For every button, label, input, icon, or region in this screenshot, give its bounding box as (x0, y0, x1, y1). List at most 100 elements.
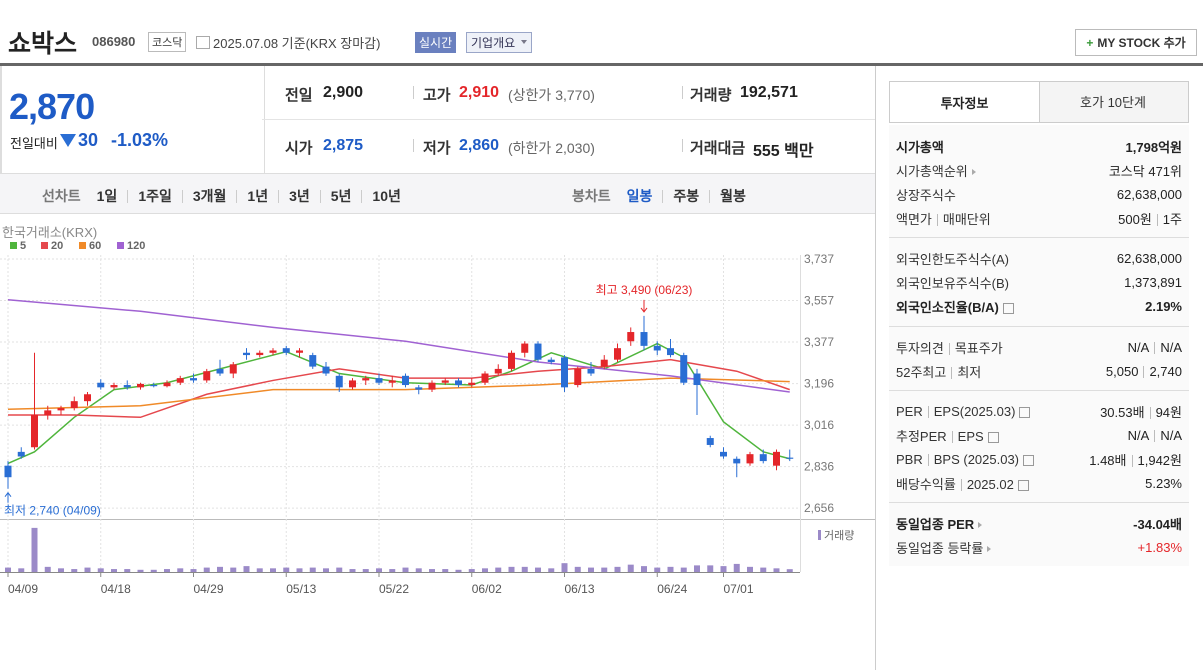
info-label: 시가총액순위 (896, 161, 976, 180)
volume-bar (786, 569, 793, 572)
value-part: 500원 (1118, 211, 1152, 227)
volume-bar (535, 567, 541, 572)
candle-body (481, 373, 489, 383)
stock-chart: 한국거래소(KRX)5 20 60 120 3,737 3,557 3,377 3,196 3,… (0, 225, 875, 596)
period-tab[interactable]: 월봉 (709, 189, 756, 203)
info-label: 배당수익률 2025.02 (896, 474, 1029, 493)
candle-body (614, 348, 621, 360)
period-tab[interactable]: 5년 (319, 189, 362, 203)
change-value: 30 (78, 130, 99, 150)
company-info-label: 기업개요 (471, 36, 516, 50)
info-value: N/A N/A (1128, 428, 1182, 443)
realtime-button[interactable]: 실시간 (415, 32, 457, 53)
label-part: 목표주가 (954, 340, 1003, 356)
candle-body (627, 332, 635, 342)
volume-label: 거래량 (824, 529, 854, 542)
info-row: 52주최고 최저 5,050 2,740 (896, 360, 1182, 382)
period-tab[interactable]: 1일 (96, 187, 118, 204)
help-icon[interactable] (987, 431, 999, 443)
candle-body (494, 368, 502, 374)
volume-bar (588, 567, 594, 572)
help-icon[interactable] (1002, 302, 1014, 314)
line-chart-tabs: 선차트 1일 1주일 3개월 1년 3년 5년 10년 (42, 186, 411, 206)
period-tab[interactable]: 10년 (361, 189, 410, 203)
period-tab[interactable]: 1주일 (127, 189, 182, 203)
period-tab[interactable]: 1년 (236, 189, 278, 203)
candle-body (508, 352, 515, 369)
info-value: 1.48배 1,942원 (1089, 450, 1182, 469)
info-label: 외국인보유주식수(B) (896, 273, 1009, 292)
summary-value: 2,900 (323, 84, 364, 101)
x-tick-label: 04/18 (101, 582, 131, 596)
info-tab[interactable]: 호가 10단계 (1080, 94, 1146, 110)
summary-value: 555 백만 (753, 143, 814, 160)
candle-body (203, 371, 211, 381)
period-tab[interactable]: 주봉 (662, 189, 709, 203)
value-part: 62,638,000 (1116, 186, 1182, 202)
value-part: 2.19% (1145, 298, 1182, 314)
low-annotation: 최저 2,740 (04/09) (4, 504, 101, 518)
help-icon[interactable] (1017, 479, 1029, 491)
volume-bar (654, 567, 661, 572)
label-part: 52주최고 (896, 364, 947, 380)
label-part: 2025.02 (966, 476, 1014, 492)
period-tab[interactable]: 3개월 (181, 189, 237, 203)
value-part: N/A (1127, 427, 1150, 443)
candle-body (110, 385, 118, 388)
label-part: EPS (957, 428, 984, 444)
help-icon[interactable] (1023, 454, 1035, 466)
volume-bar (720, 566, 727, 572)
period-tab[interactable]: 일봉 (626, 187, 653, 204)
separator (682, 86, 683, 99)
value-part: N/A (1127, 339, 1150, 355)
candle-body (746, 454, 754, 464)
info-value: 5,050 2,740 (1106, 364, 1182, 379)
info-tab[interactable]: 투자정보 (889, 81, 1040, 122)
volume-bar (230, 567, 237, 572)
legend-swatch (79, 242, 86, 249)
candle-body (309, 355, 317, 367)
info-row: 액면가 매매단위 500원 1주 (896, 207, 1182, 229)
candle-body (216, 368, 224, 374)
y-tick-label: 3,737 (804, 252, 834, 266)
summary-label: 전일 (285, 87, 313, 104)
period-tab[interactable]: 3년 (278, 189, 320, 203)
candle-body (653, 345, 661, 351)
candle-body (693, 373, 701, 386)
volume-bar (44, 566, 51, 572)
candle-body (574, 368, 582, 386)
candle-body (521, 343, 529, 353)
volume-bar (707, 565, 714, 572)
legend-label: 5 (20, 240, 26, 252)
stock-name: 쇼박스 (8, 30, 78, 58)
candle-body (600, 359, 608, 367)
info-label: 추정PER EPS (896, 426, 999, 445)
moving-average-line (7, 342, 790, 465)
legend-label: 120 (127, 240, 145, 252)
candle-body (84, 394, 91, 402)
label-part: 시가총액순위 (896, 163, 968, 179)
volume-bar (482, 568, 488, 572)
info-label: 동일업종 PER (896, 514, 983, 533)
value-part: +1.83% (1137, 539, 1182, 555)
label-part: EPS(2025.03) (933, 403, 1016, 419)
value-part: 5,050 (1105, 363, 1139, 379)
separator (1131, 455, 1133, 468)
volume-bar (614, 566, 621, 572)
volume-bar (71, 569, 78, 572)
info-label: 외국인소진율(B/A) (896, 297, 1014, 316)
help-icon[interactable] (1019, 406, 1031, 418)
info-row: PER EPS(2025.03) 30.53배 94원 (896, 400, 1182, 422)
candle-body (163, 382, 171, 387)
company-info-button[interactable]: 기업개요 (466, 32, 533, 53)
volume-bar (389, 569, 396, 572)
value-part: N/A (1160, 339, 1182, 355)
info-label: PBR BPS (2025.03) (896, 452, 1035, 467)
label-part: 추정PER (896, 428, 947, 444)
my-stock-button[interactable]: + MY STOCK 추가 (1075, 29, 1197, 56)
info-value: 코스닥 471위 (1109, 161, 1182, 180)
info-value: 1,798억원 (1126, 137, 1182, 156)
lower-limit: (하한가 2,030) (508, 140, 595, 156)
info-label: 액면가 매매단위 (896, 209, 991, 228)
